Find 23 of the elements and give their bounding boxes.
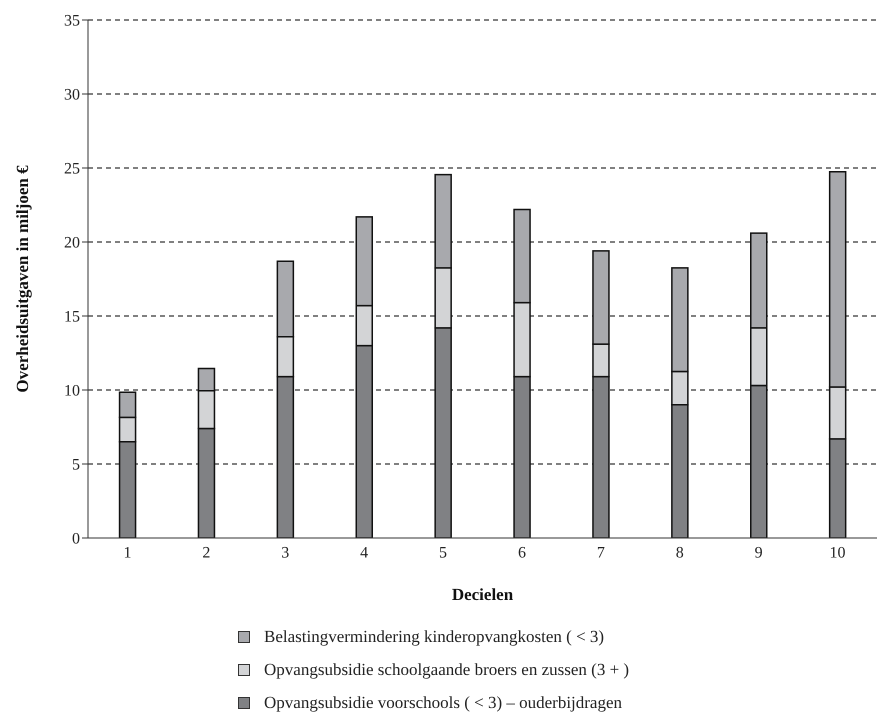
y-tick-label: 30 <box>64 86 80 104</box>
y-tick-label: 25 <box>64 160 80 178</box>
y-axis-title: Overheidsuitgaven in miljoen € <box>13 164 32 393</box>
y-tick-label: 35 <box>64 12 80 30</box>
x-tick-label: 2 <box>202 544 210 562</box>
x-tick-label: 6 <box>518 544 526 562</box>
legend-label: Opvangsubsidie voorschools ( < 3) – ouderbijdragen <box>264 692 622 712</box>
y-tick-label: 20 <box>64 234 80 252</box>
x-tick-label: 10 <box>830 544 846 562</box>
x-tick-label: 1 <box>123 544 132 562</box>
x-tick-label: 4 <box>360 544 368 562</box>
legend-label: Belastingvermindering kinderopvangkosten ( < 3) <box>264 626 604 646</box>
x-tick-label: 7 <box>596 544 605 562</box>
y-tick-label: 15 <box>64 308 80 326</box>
y-tick-label: 5 <box>72 456 80 474</box>
x-tick-label: 9 <box>754 544 763 562</box>
x-axis-title: Decielen <box>452 585 514 604</box>
x-tick-label: 8 <box>676 544 684 562</box>
y-tick-label: 0 <box>72 530 80 548</box>
y-tick-label: 10 <box>64 382 80 400</box>
x-tick-label: 5 <box>439 544 448 562</box>
x-tick-label: 3 <box>281 544 290 562</box>
legend-label: Opvangsubsidie schoolgaande broers en zussen (3 + ) <box>264 660 630 680</box>
